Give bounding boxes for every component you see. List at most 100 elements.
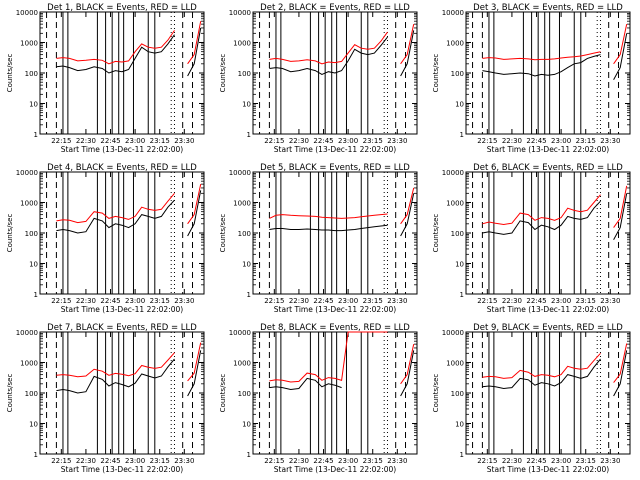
y-tick-label: 1 bbox=[460, 291, 464, 299]
x-tick-label: 23:15 bbox=[576, 457, 596, 465]
x-tick-label: 22:30 bbox=[76, 297, 96, 305]
y-tick-label: 10 bbox=[455, 261, 464, 269]
y-tick-label: 100 bbox=[238, 390, 251, 398]
y-tick-label: 1 bbox=[34, 291, 38, 299]
x-tick-label: 22:15 bbox=[51, 297, 71, 305]
y-tick-label: 100 bbox=[25, 390, 38, 398]
x-tick-label: 23:00 bbox=[338, 457, 358, 465]
x-tick-label: 22:15 bbox=[264, 137, 284, 145]
plot-frame bbox=[252, 331, 418, 455]
y-tick-label: 1000 bbox=[233, 40, 251, 48]
y-tick-label: 10 bbox=[242, 101, 251, 109]
y-axis-label: Counts/sec bbox=[432, 374, 440, 413]
y-tick-label: 10000 bbox=[229, 9, 251, 17]
y-tick-label: 10000 bbox=[442, 329, 464, 337]
x-tick-label: 22:30 bbox=[289, 457, 309, 465]
lld-line bbox=[269, 331, 415, 385]
y-tick-label: 100 bbox=[451, 70, 464, 78]
x-tick-label: 22:45 bbox=[526, 457, 546, 465]
y-tick-label: 100 bbox=[451, 230, 464, 238]
panel-6: Det 6, BLACK = Events, RED = LLD 1 10 100 10… bbox=[432, 163, 631, 314]
y-tick-label: 10 bbox=[242, 261, 251, 269]
lld-line bbox=[482, 23, 628, 65]
y-axis-label: Counts/sec bbox=[219, 374, 227, 413]
panel-3: Det 3, BLACK = Events, RED = LLD 1 10 100 10… bbox=[432, 3, 631, 154]
lld-line bbox=[56, 183, 202, 225]
panel-title: Det 4, BLACK = Events, RED = LLD bbox=[47, 163, 197, 173]
events-line bbox=[269, 193, 415, 237]
panel-title: Det 2, BLACK = Events, RED = LLD bbox=[260, 3, 410, 13]
events-line bbox=[269, 30, 415, 77]
x-tick-label: 23:15 bbox=[150, 297, 170, 305]
events-line bbox=[269, 350, 415, 397]
x-tick-label: 22:30 bbox=[76, 137, 96, 145]
y-tick-label: 1 bbox=[247, 451, 251, 459]
x-tick-label: 22:30 bbox=[502, 297, 522, 305]
y-tick-label: 10 bbox=[242, 421, 251, 429]
lld-line bbox=[269, 187, 415, 225]
x-tick-label: 22:15 bbox=[51, 137, 71, 145]
y-axis-label: Counts/sec bbox=[432, 54, 440, 93]
plot-frame bbox=[252, 171, 418, 295]
events-line bbox=[56, 190, 202, 237]
x-axis-label: Start Time (13-Dec-11 22:02:00) bbox=[487, 305, 609, 314]
x-tick-label: 23:30 bbox=[600, 297, 620, 305]
y-tick-label: 10 bbox=[455, 421, 464, 429]
x-tick-label: 23:00 bbox=[551, 137, 571, 145]
y-axis-label: Counts/sec bbox=[219, 214, 227, 253]
x-axis-label: Start Time (13-Dec-11 22:02:00) bbox=[61, 305, 183, 314]
x-tick-label: 22:45 bbox=[100, 457, 120, 465]
x-tick-label: 22:45 bbox=[313, 457, 333, 465]
x-axis-label: Start Time (13-Dec-11 22:02:00) bbox=[274, 465, 396, 474]
y-tick-label: 1000 bbox=[20, 200, 38, 208]
lld-line bbox=[269, 23, 415, 65]
y-tick-label: 100 bbox=[451, 390, 464, 398]
x-tick-label: 23:15 bbox=[363, 137, 383, 145]
panel-5: Det 5, BLACK = Events, RED = LLD 1 10 100 10… bbox=[219, 163, 418, 314]
y-tick-label: 10000 bbox=[442, 169, 464, 177]
x-tick-label: 22:15 bbox=[477, 137, 497, 145]
y-tick-label: 1 bbox=[460, 451, 464, 459]
x-tick-label: 22:15 bbox=[51, 457, 71, 465]
x-tick-label: 23:30 bbox=[600, 457, 620, 465]
x-tick-label: 22:45 bbox=[100, 297, 120, 305]
x-tick-label: 23:15 bbox=[150, 457, 170, 465]
y-tick-label: 1000 bbox=[233, 200, 251, 208]
x-tick-label: 23:00 bbox=[125, 457, 145, 465]
y-tick-label: 1000 bbox=[446, 360, 464, 368]
panel-1: Det 1, BLACK = Events, RED = LLD 1 10 100 10… bbox=[6, 3, 205, 154]
y-tick-label: 100 bbox=[238, 70, 251, 78]
y-tick-label: 10 bbox=[29, 421, 38, 429]
x-tick-label: 22:15 bbox=[477, 457, 497, 465]
x-axis-label: Start Time (13-Dec-11 22:02:00) bbox=[487, 465, 609, 474]
plot-frame bbox=[39, 11, 205, 135]
panel-2: Det 2, BLACK = Events, RED = LLD 1 10 100 10… bbox=[219, 3, 418, 154]
lld-line bbox=[56, 21, 202, 65]
y-tick-label: 1000 bbox=[20, 40, 38, 48]
panel-8: Det 8, BLACK = Events, RED = LLD 1 10 100 10… bbox=[219, 323, 418, 474]
y-tick-label: 1000 bbox=[20, 360, 38, 368]
x-tick-label: 22:30 bbox=[289, 137, 309, 145]
x-tick-label: 23:15 bbox=[363, 297, 383, 305]
x-tick-label: 23:30 bbox=[600, 137, 620, 145]
x-tick-label: 22:45 bbox=[313, 137, 333, 145]
events-line bbox=[482, 350, 628, 397]
panel-9: Det 9, BLACK = Events, RED = LLD 1 10 100 10… bbox=[432, 323, 631, 474]
x-tick-label: 22:15 bbox=[264, 297, 284, 305]
x-tick-label: 23:00 bbox=[551, 457, 571, 465]
x-tick-label: 22:30 bbox=[289, 297, 309, 305]
panel-title: Det 9, BLACK = Events, RED = LLD bbox=[473, 323, 623, 333]
panel-title: Det 3, BLACK = Events, RED = LLD bbox=[473, 3, 623, 13]
y-tick-label: 100 bbox=[238, 230, 251, 238]
x-tick-label: 23:30 bbox=[174, 297, 194, 305]
x-tick-label: 22:15 bbox=[264, 457, 284, 465]
y-tick-label: 10000 bbox=[16, 169, 38, 177]
x-tick-label: 23:00 bbox=[125, 297, 145, 305]
x-tick-label: 23:30 bbox=[174, 457, 194, 465]
x-axis-label: Start Time (13-Dec-11 22:02:00) bbox=[61, 145, 183, 154]
x-tick-label: 22:45 bbox=[526, 137, 546, 145]
y-tick-label: 1000 bbox=[233, 360, 251, 368]
panel-4: Det 4, BLACK = Events, RED = LLD 1 10 100 10… bbox=[6, 163, 205, 314]
panel-title: Det 1, BLACK = Events, RED = LLD bbox=[47, 3, 197, 13]
